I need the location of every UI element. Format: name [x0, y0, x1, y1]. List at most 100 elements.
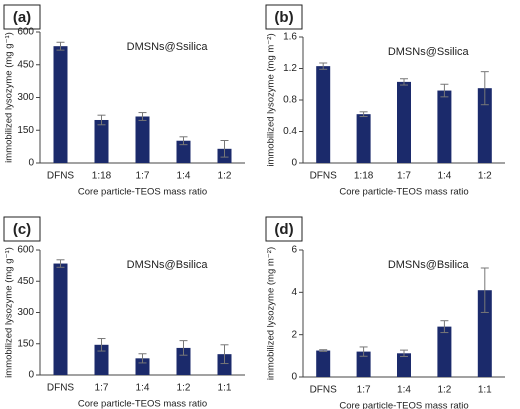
x-tick-label: 1:7 — [136, 171, 150, 182]
error-bar — [359, 111, 368, 118]
bar — [477, 290, 492, 377]
error-bar — [138, 353, 147, 364]
bar — [356, 114, 371, 163]
x-tick-label: 1:1 — [218, 383, 232, 394]
y-tick-label: 600 — [17, 27, 34, 38]
annotation: DMSNs@Ssilica — [127, 41, 209, 53]
annotation: DMSNs@Bsilica — [388, 259, 470, 271]
y-tick-label: 150 — [17, 125, 34, 136]
error-bar — [400, 78, 408, 86]
annotation: DMSNs@Ssilica — [388, 46, 470, 58]
panel-label-box — [3, 4, 41, 30]
y-tick-label: 0 — [28, 370, 34, 381]
error-bar — [97, 114, 106, 126]
y-tick-label: 300 — [17, 92, 34, 103]
x-tick-label: DFNS — [310, 385, 338, 396]
error-bar — [56, 259, 65, 268]
x-tick-label: DFNS — [47, 171, 75, 182]
error-bar — [179, 136, 188, 146]
x-axis-title: Core particle-TEOS mass ratio — [78, 187, 207, 198]
bar — [316, 350, 331, 377]
x-tick-label: 1:2 — [478, 171, 492, 182]
bar — [356, 351, 371, 377]
x-tick-label: 1:4 — [177, 171, 191, 182]
y-axis-title: immobilized lysozyme (mg g⁻¹) — [4, 32, 15, 163]
bar — [217, 354, 232, 375]
error-bar — [480, 71, 489, 106]
x-tick-label: 1:2 — [177, 383, 191, 394]
bar — [94, 119, 109, 163]
x-tick-label: 1:18 — [92, 171, 112, 182]
error-bar — [359, 346, 368, 357]
error-bar — [138, 112, 147, 121]
y-tick-label: 0 — [291, 158, 297, 169]
error-bar — [179, 340, 188, 356]
bar — [176, 347, 191, 375]
y-tick-label: 450 — [17, 59, 34, 70]
panel: (a) 0 150 300 450 600 DFNS 1:18 1:7 1:4 1:2 DMSNs@S… — [3, 4, 245, 198]
bar — [397, 81, 411, 163]
error-bar — [440, 83, 449, 98]
x-axis-title: Core particle-TEOS mass ratio — [339, 187, 468, 198]
panel-label: (d) — [274, 221, 293, 238]
panel-label-box — [265, 4, 303, 30]
x-tick-label: 1:7 — [397, 171, 411, 182]
bar — [53, 46, 68, 163]
y-tick-label: 1.6 — [283, 32, 297, 43]
y-tick-label: 0 — [291, 372, 297, 383]
x-tick-label: 1:4 — [437, 171, 451, 182]
y-tick-label: 2 — [291, 329, 297, 340]
bar — [176, 140, 191, 163]
y-tick-label: 6 — [291, 245, 297, 256]
x-tick-label: DFNS — [310, 171, 338, 182]
bar — [437, 326, 452, 377]
annotation: DMSNs@Bsilica — [127, 259, 209, 271]
y-tick-label: 1.2 — [283, 63, 297, 74]
x-axis-title: Core particle-TEOS mass ratio — [78, 399, 207, 409]
x-tick-label: 1:2 — [218, 171, 232, 182]
panel-label-box — [265, 216, 303, 242]
y-axis-title: immobilized lysozyme (mg m⁻²) — [266, 33, 277, 166]
x-tick-label: 1:7 — [357, 385, 371, 396]
x-tick-label: 1:2 — [437, 385, 451, 396]
bar — [135, 116, 150, 163]
panel: (b) 0 0.4 0.8 1.2 1.6 DFNS 1:18 1:7 1:4 1:2 DMSNs@S… — [265, 4, 505, 198]
error-bar — [319, 349, 328, 352]
x-tick-label: 1:4 — [397, 385, 411, 396]
bar — [53, 263, 68, 375]
y-tick-label: 4 — [291, 287, 297, 298]
y-tick-label: 0 — [28, 158, 34, 169]
x-tick-label: 1:4 — [136, 383, 150, 394]
bar — [477, 88, 492, 163]
x-axis-title: Core particle-TEOS mass ratio — [339, 401, 468, 409]
bar — [94, 344, 109, 375]
error-bar — [480, 267, 489, 313]
panel-label: (b) — [274, 9, 293, 26]
bar — [437, 90, 452, 163]
y-tick-label: 0.8 — [283, 95, 297, 106]
y-tick-label: 600 — [17, 245, 34, 256]
y-axis-title: immobilized lysozyme (mg g⁻¹) — [4, 247, 15, 378]
error-bar — [400, 349, 408, 357]
error-bar — [97, 338, 106, 352]
error-bar — [56, 41, 65, 51]
error-bar — [440, 320, 449, 334]
panel: (c) 0 150 300 450 600 DFNS 1:7 1:4 1:2 1:1 DMSNs@Bs… — [3, 216, 245, 409]
panel-label: (c) — [13, 221, 31, 238]
x-tick-label: 1:7 — [95, 383, 109, 394]
x-tick-label: 1:1 — [478, 385, 492, 396]
error-bar — [220, 344, 229, 365]
bar — [397, 353, 411, 377]
y-tick-label: 150 — [17, 338, 34, 349]
panel: (d) 0 2 4 6 DFNS 1:7 1:4 1:2 1:1 DMSNs@Bsilica Core… — [265, 216, 505, 409]
error-bar — [220, 140, 229, 158]
bar — [316, 66, 331, 163]
error-bar — [319, 62, 328, 70]
y-tick-label: 300 — [17, 307, 34, 318]
y-axis-title: immobilized lysozyme (mg m⁻²) — [266, 247, 277, 380]
y-tick-label: 0.4 — [283, 126, 297, 137]
panel-label: (a) — [13, 9, 31, 26]
x-tick-label: DFNS — [47, 383, 75, 394]
x-tick-label: 1:18 — [354, 171, 374, 182]
